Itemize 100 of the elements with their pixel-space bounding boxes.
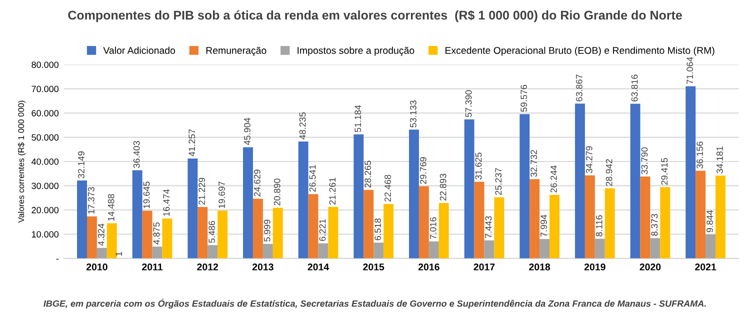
bar [262,244,273,258]
bar [428,241,439,258]
bar [484,240,494,258]
data-label: 4.324 [98,224,104,246]
bar [550,194,560,258]
data-label: 24.629 [254,170,260,196]
bar [464,119,474,258]
data-label: 63.867 [576,74,582,102]
data-label: 71.064 [686,56,694,84]
data-label: 36.156 [696,142,703,169]
bar [162,218,172,258]
data-label: 21.229 [198,178,206,205]
x-tick-label: 2019 [584,264,606,270]
bar [252,198,263,258]
data-label: 57.390 [465,90,472,118]
x-tick-label: 2010 [86,264,108,270]
bar [318,243,328,258]
data-label: 22.893 [440,174,446,201]
data-label: 29.415 [661,158,668,185]
data-label: 8.116 [596,215,602,236]
data-label: 7.994 [540,214,547,237]
bar [328,206,338,258]
y-tick-label: 70.000 [32,86,59,92]
data-label: 8.373 [651,214,658,236]
bar [208,245,218,258]
x-tick-label: 2020 [640,264,661,270]
data-label: 20.890 [274,178,280,206]
data-label: 21.261 [329,178,336,205]
bar [272,208,283,258]
y-tick-label: - [56,258,58,260]
data-label: 9.844 [706,210,713,232]
x-tick-label: 2018 [529,264,550,270]
legend-label: Valor Adicionado [103,46,176,54]
data-label: 19.697 [218,182,225,208]
bar [584,175,595,258]
bar [630,104,640,258]
y-tick-label: 10.000 [32,231,59,238]
x-tick-label: 2014 [308,264,330,270]
bar [574,104,585,258]
data-label: 26.541 [309,164,316,192]
data-label: 28.942 [606,159,612,186]
legend-label: Excedente Operacional Bruto (EOB) e Rendimento Misto (RM) [446,46,714,56]
bar [384,204,394,258]
bar [716,176,726,258]
data-label: 6.221 [319,219,326,241]
data-label: 22.468 [384,174,391,202]
data-label: 41.257 [188,129,196,156]
data-label: 6.518 [374,218,381,240]
legend-label: Remuneração [206,46,266,56]
x-tick-label: 2017 [474,264,495,270]
x-tick-label: 2012 [197,264,218,270]
bar [660,187,670,258]
bar [640,176,650,258]
bar [308,194,318,258]
data-label: 26.244 [550,166,557,192]
bar [594,238,605,258]
bar [77,180,87,258]
data-label: 32.149 [78,151,84,178]
y-tick-label: 60.000 [32,110,59,116]
bar [494,197,504,258]
bar [408,130,419,258]
legend-label: Impostos sobre a produção [298,46,414,56]
bar [696,170,706,258]
annotation: 1 [116,252,122,256]
data-label: 31.625 [475,152,482,180]
bar [474,182,484,258]
bar [218,210,228,258]
x-tick-label: 2013 [252,264,274,270]
bar [86,216,97,258]
bar [706,234,716,258]
x-tick-label: 2021 [695,264,716,270]
data-label: 45.904 [244,118,250,146]
data-label: 34.279 [586,146,592,174]
data-label: 36.403 [133,141,140,168]
data-label: 53.133 [410,100,416,128]
data-label: 5.999 [264,220,270,242]
data-label: 33.790 [641,147,648,174]
data-label: 16.474 [163,189,170,216]
bar [520,114,530,258]
bar [530,179,540,258]
x-tick-label: 2011 [142,264,163,270]
data-label: 29.769 [420,157,426,184]
bar [686,86,696,258]
data-label: 63.816 [631,74,638,102]
y-tick-label: 20.000 [32,206,59,214]
data-label: 59.576 [520,84,528,112]
y-tick-label: 30.000 [32,182,59,190]
bar [132,170,142,258]
data-label: 7.443 [485,216,492,238]
data-label: 34.181 [716,146,723,174]
data-label: 7.016 [430,217,436,240]
text: IBGE, em parceria com os Órgãos Estaduais de Estatística, Secretarias Estaduais de Governo e Superintendência da Zona Franca de Manaus - SUFRAMA. [44,298,706,309]
bar [298,142,308,258]
y-axis-title: Valores correntes (R$ 1 000 000) [18,100,26,223]
bar [540,239,550,258]
bar [650,238,660,258]
bar [364,190,374,258]
bar [198,206,208,258]
bar [243,147,253,258]
y-tick-label: 40.000 [31,158,59,165]
